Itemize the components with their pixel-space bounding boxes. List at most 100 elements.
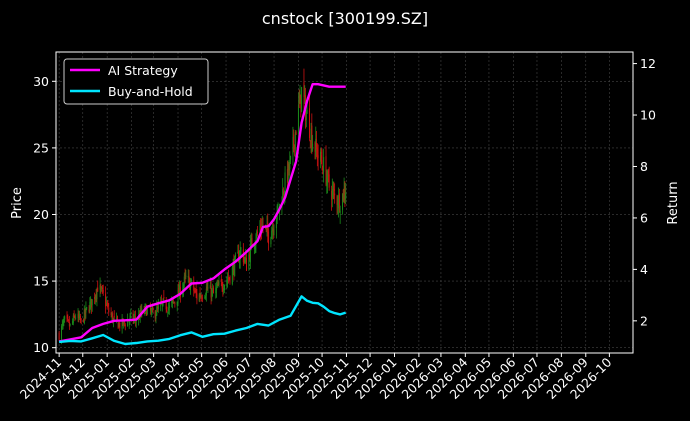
candle-body bbox=[188, 276, 190, 278]
candle-body bbox=[288, 164, 290, 171]
candle-body bbox=[331, 189, 333, 198]
candle-body bbox=[334, 193, 336, 196]
candle-body bbox=[91, 299, 93, 306]
candle-body bbox=[257, 231, 259, 233]
legend: AI Strategy Buy-and-Hold bbox=[63, 58, 209, 105]
candle-body bbox=[194, 290, 196, 292]
candle-body bbox=[238, 257, 240, 263]
candle-body bbox=[135, 321, 137, 323]
candle-body bbox=[121, 318, 123, 329]
candle-body bbox=[271, 230, 273, 239]
candle-body bbox=[68, 321, 70, 327]
candle-body bbox=[83, 319, 85, 323]
candle-body bbox=[94, 295, 96, 301]
candle-body bbox=[231, 267, 233, 285]
candle-body bbox=[206, 286, 208, 290]
candle-body bbox=[272, 228, 274, 233]
candle-body bbox=[90, 298, 92, 304]
candle-body bbox=[79, 316, 81, 321]
candle-body bbox=[72, 321, 74, 324]
y-left-tick-label-25: 25 bbox=[33, 140, 49, 155]
candle-body bbox=[74, 317, 76, 319]
candle-body bbox=[152, 307, 154, 312]
candle-body bbox=[63, 320, 65, 324]
candle-body bbox=[193, 280, 195, 291]
candle-body bbox=[179, 286, 181, 297]
candle-body bbox=[283, 192, 285, 199]
candle-body bbox=[282, 191, 284, 195]
candle-body bbox=[88, 309, 90, 312]
candle-body bbox=[64, 316, 66, 320]
candle-body bbox=[218, 281, 220, 285]
candle-body bbox=[84, 309, 86, 315]
candle-body bbox=[271, 228, 273, 232]
grid bbox=[56, 52, 633, 353]
candle-body bbox=[110, 312, 112, 315]
candle-body bbox=[96, 288, 98, 300]
candle-body bbox=[339, 210, 341, 213]
candle-body bbox=[237, 251, 239, 254]
candle-body bbox=[185, 275, 187, 277]
y-right-tick-label-12: 12 bbox=[640, 56, 656, 71]
candle-body bbox=[101, 287, 103, 290]
candle-body bbox=[134, 316, 136, 318]
candle-body bbox=[216, 283, 218, 287]
series-lines bbox=[58, 83, 347, 346]
candle-body bbox=[116, 315, 118, 321]
candle-body bbox=[160, 302, 162, 306]
y-right-tick-label-4: 4 bbox=[640, 262, 648, 277]
candle-body bbox=[316, 147, 318, 160]
chart-title: cnstock [300199.SZ] bbox=[262, 9, 428, 28]
candle-body bbox=[227, 277, 229, 279]
candle-body bbox=[66, 315, 68, 319]
candle-body bbox=[107, 303, 109, 307]
candle-body bbox=[61, 326, 63, 340]
candle-body bbox=[212, 287, 214, 294]
candle-body bbox=[204, 296, 206, 298]
candle-body bbox=[232, 264, 234, 269]
candle-body bbox=[284, 172, 286, 196]
candle-body bbox=[94, 296, 96, 299]
candle-body bbox=[199, 293, 201, 298]
candle-body bbox=[268, 231, 270, 244]
candle-body bbox=[209, 284, 211, 289]
candle-body bbox=[325, 156, 327, 185]
candle-body bbox=[290, 155, 292, 160]
candle-body bbox=[62, 321, 64, 325]
y-axis-left-label: Price bbox=[10, 187, 25, 219]
candle-body bbox=[282, 189, 284, 205]
candle-body bbox=[77, 313, 79, 318]
candle-body bbox=[163, 296, 165, 299]
candle-body bbox=[306, 109, 308, 114]
candle-body bbox=[298, 102, 300, 103]
candle-body bbox=[89, 302, 91, 312]
candle-body bbox=[220, 279, 222, 282]
candle-body bbox=[165, 300, 167, 310]
candle-body bbox=[234, 257, 236, 277]
candle-body bbox=[343, 188, 345, 202]
candle-body bbox=[309, 140, 311, 143]
candle-body bbox=[270, 237, 272, 245]
legend-label-buy-and-hold: Buy-and-Hold bbox=[108, 84, 193, 99]
candle-body bbox=[332, 189, 334, 191]
candle-body bbox=[294, 144, 296, 150]
candle-body bbox=[85, 307, 87, 313]
candle-body bbox=[157, 307, 159, 308]
candle-body bbox=[69, 323, 71, 325]
candle-body bbox=[250, 239, 252, 243]
candle-body bbox=[106, 304, 108, 306]
candle-body bbox=[317, 155, 319, 158]
y-left-tick-label-10: 10 bbox=[33, 340, 49, 355]
candle-body bbox=[344, 186, 346, 196]
candle-body bbox=[287, 162, 289, 182]
candle-body bbox=[345, 192, 347, 200]
y-right-tick-label-8: 8 bbox=[640, 159, 648, 174]
y-axis-right: 2 4 6 8 10 12 bbox=[633, 56, 656, 328]
candle-body bbox=[338, 193, 340, 211]
candle-body bbox=[132, 313, 134, 321]
candle-body bbox=[322, 168, 324, 174]
series-line-buy-and-hold bbox=[58, 295, 347, 346]
candle-body bbox=[127, 320, 129, 327]
candle-body bbox=[154, 311, 156, 318]
candle-body bbox=[248, 254, 250, 269]
